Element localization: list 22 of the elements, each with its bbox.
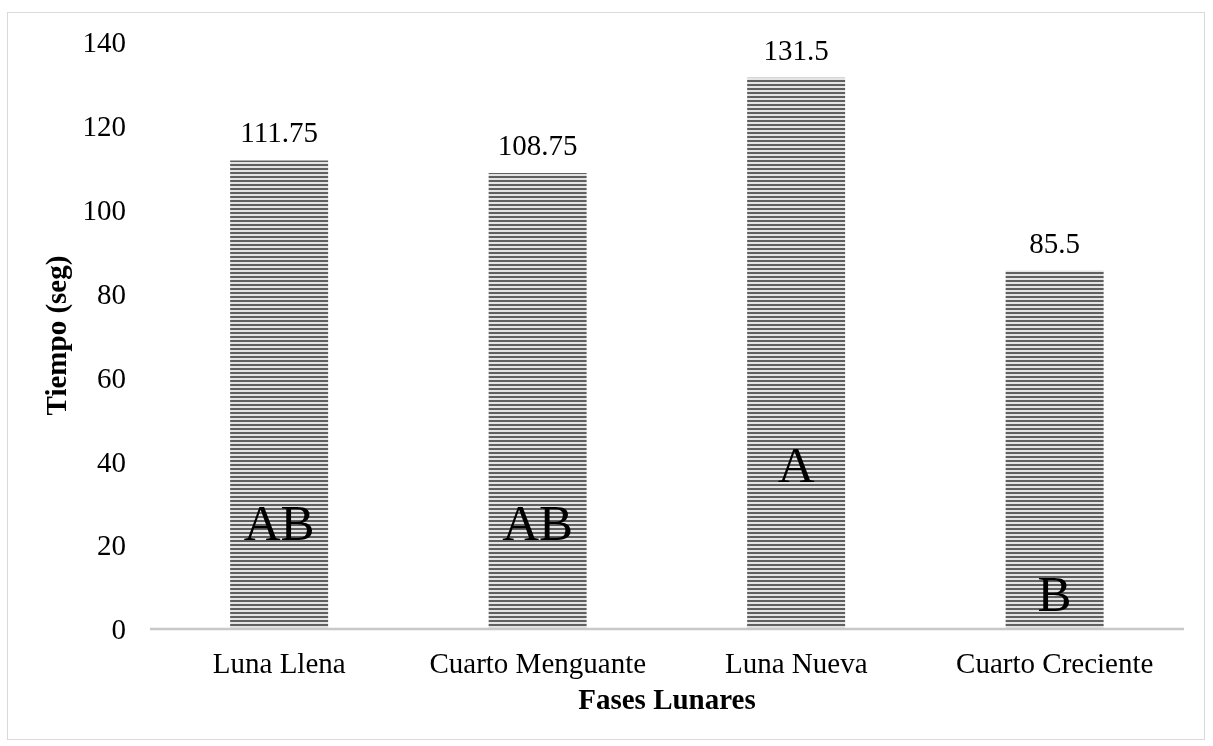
y-tick-label: 40 <box>97 445 126 478</box>
data-label: 111.75 <box>240 116 318 149</box>
y-axis-title: Tiempo (seg) <box>40 255 73 416</box>
y-tick-label: 0 <box>111 613 126 646</box>
x-tick-label: Cuarto Menguante <box>429 646 647 679</box>
bar <box>1005 270 1104 629</box>
x-axis-title: Fases Lunares <box>578 683 756 715</box>
data-label: 108.75 <box>497 129 578 162</box>
data-label: 85.5 <box>1029 226 1081 259</box>
x-tick-label: Cuarto Creciente <box>956 646 1154 679</box>
y-tick-label: 60 <box>97 361 126 394</box>
x-tick-label: Luna Nueva <box>724 646 868 679</box>
bar <box>230 160 329 629</box>
y-tick-label: 140 <box>82 26 126 59</box>
y-tick-label: 20 <box>97 529 126 562</box>
data-label: 131.5 <box>763 33 829 66</box>
y-tick-label: 100 <box>82 194 126 227</box>
x-tick-label: Luna Llena <box>212 646 346 679</box>
y-tick-label: 80 <box>97 277 126 310</box>
y-tick-label: 120 <box>82 110 126 143</box>
bar <box>488 173 587 629</box>
bar <box>747 77 846 629</box>
